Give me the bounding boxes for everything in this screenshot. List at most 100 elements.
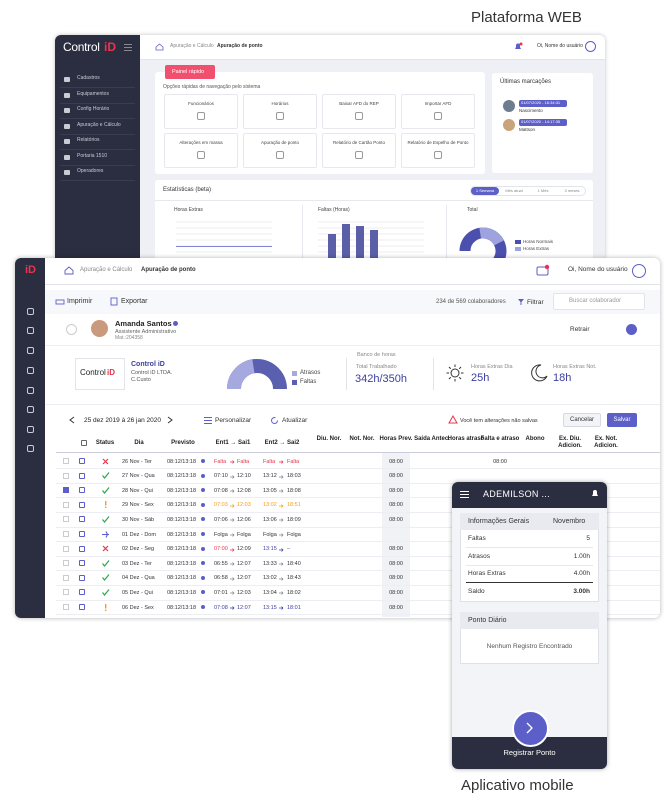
print-icon (55, 299, 65, 305)
row-info-dot (201, 517, 205, 522)
sidebar-icon (27, 387, 34, 394)
print-icon-part (55, 299, 65, 305)
row-arrow (279, 577, 284, 581)
customize-icon (204, 417, 212, 424)
table-header: Previsto (171, 440, 195, 446)
row-punch: 13:02 (263, 502, 277, 509)
row-punch: Falta (237, 458, 250, 465)
sidebar-icon (27, 308, 34, 315)
search-box (553, 293, 645, 310)
row-status (105, 603, 107, 611)
row-punch: 12:06 (237, 516, 251, 523)
row-punch: Falta (287, 458, 300, 465)
daily-title: Ponto Diário (468, 617, 507, 624)
company-logo-accent: iD (107, 368, 115, 377)
company-legal: Control iD LTDA. (131, 370, 173, 376)
legend-label: Faltas (300, 379, 317, 385)
front-home-icon-part (64, 266, 74, 275)
table-header-line (56, 452, 660, 453)
quick-item-icon (434, 151, 442, 159)
row-edit (79, 545, 85, 552)
employee-role: Assistente Administrativo (115, 329, 177, 335)
summary-sep (433, 358, 434, 390)
filter-icon (518, 299, 524, 305)
table-header: Saída Antec. (414, 436, 450, 442)
menu-icon (64, 108, 70, 113)
row-day: 06 Dez - Sex (122, 604, 154, 611)
row-line (56, 599, 660, 601)
row-expected: 08:00 (389, 458, 403, 465)
stats-chart-title: Faltas (Horas) (318, 207, 350, 213)
row-info-dot (201, 532, 205, 536)
row-status-part (102, 530, 109, 538)
phone-menu (460, 491, 469, 498)
row-line (56, 570, 660, 572)
table-header: Status (95, 440, 115, 446)
day-overtime-value: 25h (471, 372, 490, 384)
table-header: Ent2 → Sai2 (264, 440, 300, 446)
row-arrow-part (279, 460, 284, 464)
row-edit (79, 574, 85, 581)
unsaved-warning: Você tem alterações não salvas (460, 418, 538, 424)
row-punch: 07:00 (214, 546, 228, 553)
menu-icon (64, 154, 70, 160)
row-planned: 08:12/13:18 (167, 589, 197, 596)
front-home-icon (64, 266, 74, 275)
row-status (102, 516, 110, 523)
row-status-part (105, 603, 107, 608)
absence-chart-part (356, 226, 364, 258)
row-planned: 08:12/13:18 (167, 487, 197, 494)
row-day: 04 Dez - Qua (122, 575, 155, 582)
info-row-value: 4.00h (573, 570, 590, 577)
period-prev-part (69, 416, 75, 424)
recent-time: 01/07/2020 - 14:17:35 (521, 119, 561, 124)
row-line (56, 526, 660, 528)
menu-icon (64, 77, 70, 82)
employee-count: 234 de 569 colaboradores (436, 299, 506, 305)
row-edit (79, 560, 85, 567)
row-day: 05 Dez - Qui (122, 589, 153, 596)
front-header-line (45, 284, 660, 285)
customize-button: Personalizar (215, 417, 252, 424)
breadcrumb-current: Apuração de ponto (217, 43, 263, 49)
recent-avatar (503, 100, 515, 112)
info-row-label: Horas Extras (468, 570, 506, 577)
menu-item: Config Horário (77, 106, 110, 112)
row-line (56, 497, 660, 499)
moon-icon (531, 364, 548, 382)
menu-divider (60, 133, 135, 135)
row-punch: 18:51 (287, 502, 301, 509)
row-status (102, 472, 110, 480)
row-punch: 18:03 (287, 473, 301, 480)
row-status-part (102, 589, 110, 596)
sun-icon-part (450, 368, 460, 378)
row-arrow-part (230, 504, 235, 508)
home-icon-part (155, 43, 164, 51)
row-arrow-part (279, 504, 284, 508)
row-arrow-part (230, 460, 235, 464)
night-overtime-value: 18h (553, 372, 572, 384)
row-arrow (230, 518, 235, 523)
row-planned: 08:12/13:18 (167, 604, 197, 611)
row-day: 02 Dez - Seg (122, 546, 155, 553)
export-icon (110, 297, 118, 306)
row-punch: Falta (263, 458, 276, 465)
row-edit (79, 604, 85, 610)
info-month: Novembro (553, 518, 586, 525)
recent-name: Nascimento (519, 108, 543, 113)
sidebar-icon (27, 445, 34, 452)
stats-tabs (470, 186, 586, 196)
row-status (102, 574, 110, 582)
quick-item-icon (197, 151, 205, 159)
row-punch: 07:03 (214, 502, 228, 509)
menu-divider (60, 164, 135, 166)
quick-item (401, 133, 475, 168)
row-punch: 18:09 (287, 516, 301, 523)
sidebar-icon (27, 406, 34, 413)
quick-item (322, 133, 396, 168)
legend-swatch (515, 247, 521, 251)
row-punch: Falta (214, 458, 227, 465)
bell-icon (515, 42, 523, 49)
table-header: Ex. Diu. Adicion. (558, 436, 582, 449)
